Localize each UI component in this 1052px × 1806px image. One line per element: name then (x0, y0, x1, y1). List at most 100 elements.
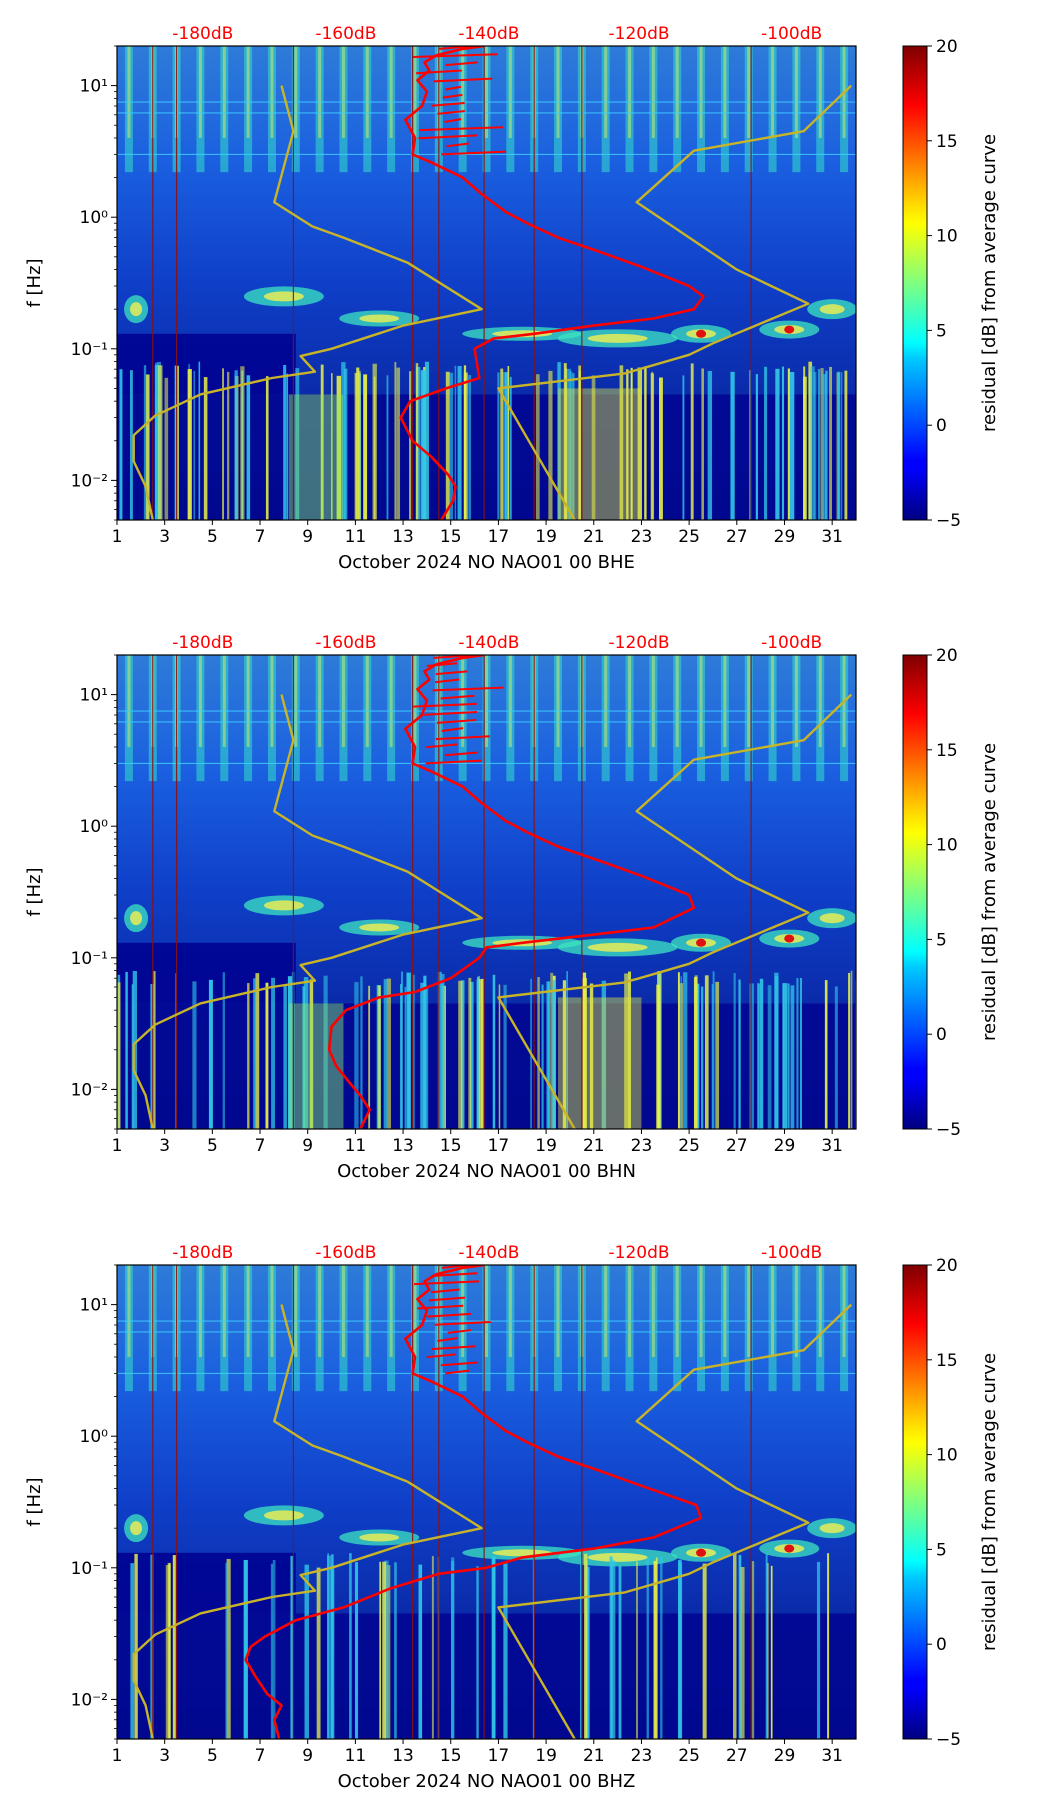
noise-curve-line (445, 1369, 470, 1375)
db-scale-label: -120dB (609, 633, 670, 653)
x-tick-label: 27 (726, 1136, 748, 1156)
db-scale-label: -140dB (458, 1243, 519, 1263)
colorbar-label: residual [dB] from average curve (979, 743, 1000, 1041)
colorbar-tick-label: 20 (936, 37, 958, 57)
colorbar: 20 15 10 5 0 −5 (902, 37, 961, 531)
db-scale-label: -120dB (609, 24, 670, 44)
noise-curve-line (437, 110, 465, 115)
noise-curve-line (439, 46, 471, 50)
x-tick-label: 11 (345, 1136, 367, 1156)
x-tick-label: 19 (535, 1136, 557, 1156)
x-tick-label: 23 (631, 1746, 653, 1766)
colorbar-gradient (902, 1264, 928, 1740)
colorbar-tick-label: 0 (936, 1025, 947, 1045)
noise-curve-line (446, 142, 469, 148)
x-tick-label: 15 (440, 527, 462, 547)
x-tick-label: 21 (583, 1746, 605, 1766)
noise-curve-line (447, 1329, 472, 1334)
panel-bhn: 1 3 5 7 9 11 13 15 17 19 21 23 25 27 29 3110⁻²10⁻¹10⁰10… (24, 633, 1000, 1182)
high-noise-model-line (497, 693, 853, 1129)
x-tick-label: 27 (726, 1746, 748, 1766)
noise-curve-line (442, 93, 463, 99)
x-tick-label: 31 (821, 527, 843, 547)
noise-curve-line (327, 655, 696, 1129)
low-noise-model-line (132, 1304, 483, 1739)
y-axis-label: f [Hz] (24, 1477, 45, 1526)
colorbar-tick-label: −5 (936, 511, 961, 531)
x-tick-label: 7 (255, 527, 266, 547)
noise-curve-line (435, 670, 468, 676)
x-tick-label: 1 (112, 527, 123, 547)
y-tick-label: 10⁰ (80, 1427, 109, 1447)
noise-curve-line (399, 46, 705, 520)
db-scale-label: -180dB (172, 633, 233, 653)
noise-curve-line (413, 53, 498, 59)
axes-frame (116, 1264, 857, 1740)
noise-curve-line (416, 69, 462, 75)
x-tick-label: 17 (488, 527, 510, 547)
x-tick-label: 11 (345, 527, 367, 547)
noise-curve-line (244, 1265, 703, 1739)
db-scale-label: -160dB (315, 633, 376, 653)
x-tick-label: 11 (345, 1746, 367, 1766)
x-tick-label: 31 (821, 1136, 843, 1156)
noise-curve-line (431, 1272, 478, 1278)
noise-curve-line (424, 710, 478, 716)
noise-curve-line (441, 1265, 468, 1269)
x-tick-label: 3 (159, 527, 170, 547)
x-tick-label: 21 (583, 1136, 605, 1156)
colorbar-label: residual [dB] from average curve (979, 134, 1000, 432)
spectrogram-plot-area: 1 3 5 7 9 11 13 15 17 19 21 23 25 27 29 3110⁻²10⁻¹10⁰10… (71, 633, 857, 1156)
x-tick-label: 19 (535, 527, 557, 547)
x-tick-label: 15 (440, 1746, 462, 1766)
colorbar-tick-label: −5 (936, 1730, 961, 1750)
x-tick-label: 5 (207, 1136, 218, 1156)
y-tick-label: 10⁻¹ (71, 1559, 108, 1579)
y-tick-label: 10⁰ (80, 817, 109, 837)
colorbar-tick-label: 5 (936, 930, 947, 950)
colorbar: 20 15 10 5 0 −5 (902, 1256, 961, 1750)
panel-bhe: 1 3 5 7 9 11 13 15 17 19 21 23 25 27 29 3110⁻²10⁻¹10⁰10… (24, 24, 1000, 573)
noise-curve-line (418, 134, 478, 140)
x-tick-label: 25 (678, 1136, 700, 1156)
noise-curve-line (435, 735, 491, 741)
colorbar-tick-label: 15 (936, 132, 958, 152)
x-tick-label: 7 (255, 1746, 266, 1766)
x-tick-label: 13 (392, 527, 414, 547)
x-tick-label: 13 (392, 1136, 414, 1156)
x-tick-label: 29 (774, 1136, 796, 1156)
x-axis-label: October 2024 NO NAO01 00 BHE (338, 552, 635, 573)
y-axis-label: f [Hz] (24, 258, 45, 307)
colorbar-tick-label: 10 (936, 1446, 958, 1466)
noise-curve-line (445, 61, 478, 67)
x-tick-label: 31 (821, 1746, 843, 1766)
noise-curve-line (414, 1280, 479, 1286)
colorbar-label: residual [dB] from average curve (979, 1353, 1000, 1651)
y-tick-label: 10⁻² (71, 471, 108, 491)
noise-curve-line (426, 743, 458, 749)
noise-curve-line (437, 1337, 458, 1342)
x-tick-label: 25 (678, 527, 700, 547)
noise-curve-line (440, 694, 475, 700)
colorbar-tick-label: 20 (936, 1256, 958, 1276)
y-tick-label: 10⁰ (80, 208, 109, 228)
noise-curve-line (441, 150, 507, 156)
noise-curve-line (433, 77, 493, 83)
high-noise-model-line (497, 84, 853, 520)
x-tick-label: 5 (207, 1746, 218, 1766)
noise-curve-line (436, 719, 477, 724)
colorbar-tick-label: 20 (936, 646, 958, 666)
y-tick-label: 10¹ (80, 77, 108, 97)
noise-curve-line (431, 1345, 476, 1351)
colorbar-tick-label: 5 (936, 1540, 947, 1560)
db-scale-label: -160dB (315, 24, 376, 44)
x-tick-label: 17 (488, 1136, 510, 1156)
x-tick-label: 9 (302, 1746, 313, 1766)
db-scale-label: -140dB (458, 633, 519, 653)
colorbar-tick-label: 10 (936, 227, 958, 247)
x-tick-label: 9 (302, 1136, 313, 1156)
colorbar-tick-label: −5 (936, 1120, 961, 1140)
colorbar: 20 15 10 5 0 −5 (902, 646, 961, 1140)
colorbar-gradient (902, 654, 928, 1130)
